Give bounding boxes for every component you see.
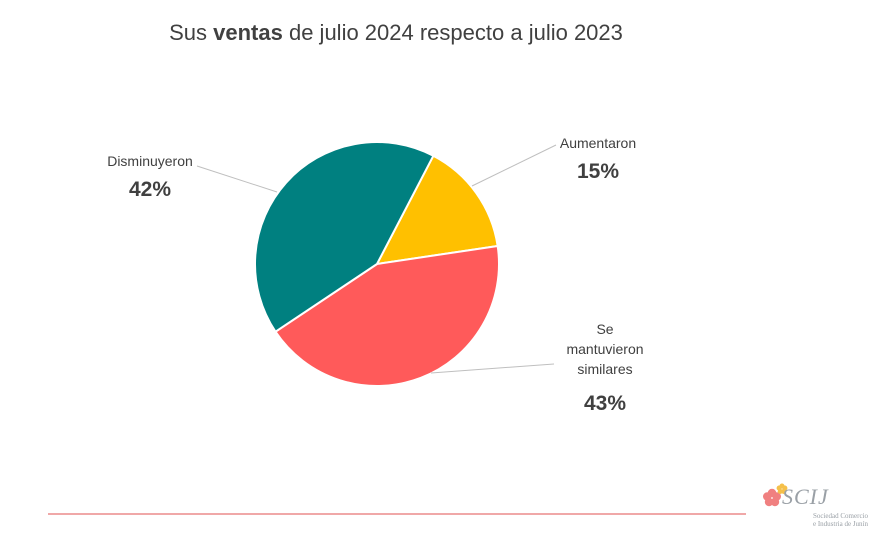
leader-line (430, 363, 555, 374)
pie-slice-disminuyeron (254, 141, 435, 334)
slice-percent-label: 15% (577, 160, 619, 183)
leader-line (196, 165, 278, 193)
flower-petal (762, 492, 772, 501)
pie-slice-aumentaron (375, 154, 499, 266)
flower-logo-icon (762, 483, 788, 507)
scij-logo: SCIJ Sociedad Comercio e Industria de Ju… (760, 478, 870, 534)
pie-slice-se-mantuvieron-similares (274, 244, 500, 387)
flower-petal (770, 497, 780, 507)
logo-subtitle-line-2: e Industria de Junín (812, 520, 868, 528)
logo-wordmark: SCIJ (782, 484, 829, 509)
footer-divider (48, 513, 746, 515)
slice-label: Disminuyeron (107, 153, 193, 169)
slice-label: Se mantuvieron similares (566, 321, 643, 377)
chart-title: Sus ventas de julio 2024 respecto a juli… (169, 20, 623, 45)
flower-petal (781, 488, 787, 494)
flower-petal (776, 485, 782, 491)
slice-percent-label: 43% (584, 392, 626, 415)
logo-subtitle: Sociedad Comercio e Industria de Junín (778, 512, 868, 528)
slice-label: Aumentaron (560, 135, 636, 151)
slice-percent-label: 42% (129, 178, 171, 201)
leader-line (471, 144, 557, 187)
logo-subtitle-line-1: Sociedad Comercio (812, 512, 868, 520)
